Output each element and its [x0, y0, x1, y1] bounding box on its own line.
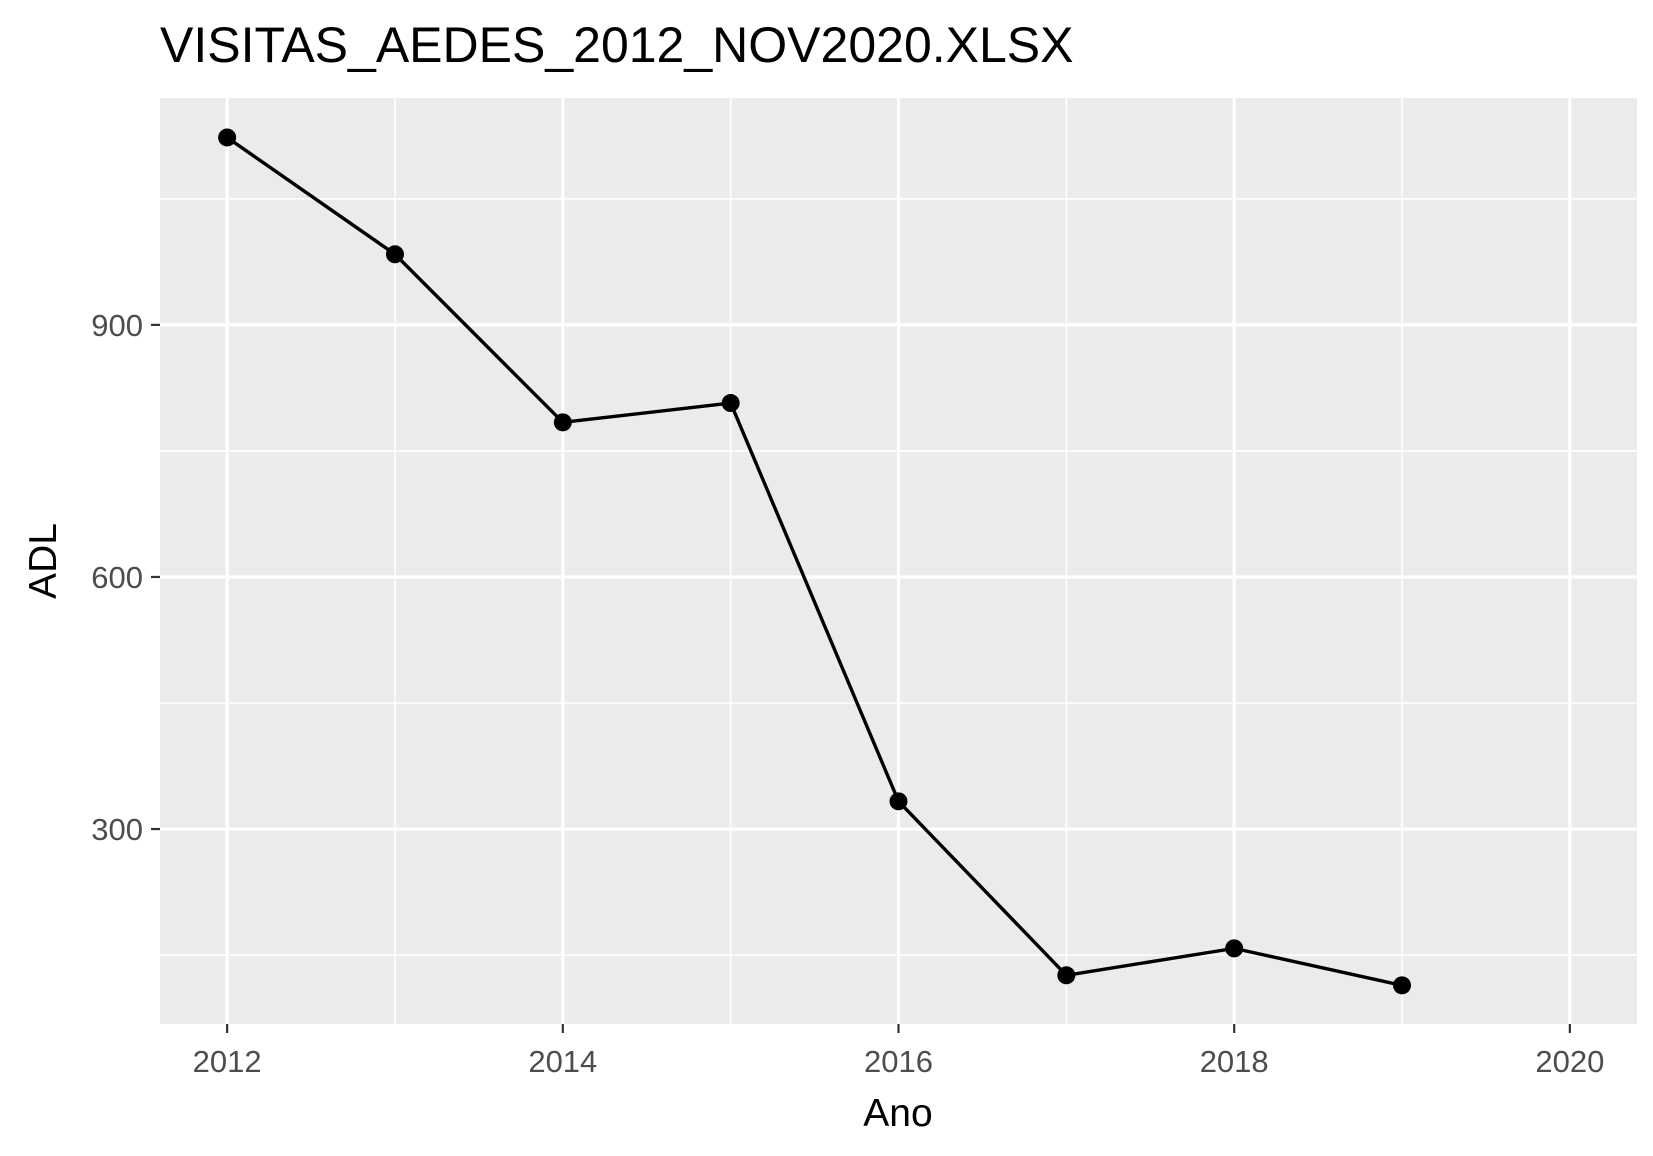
- data-point: [553, 413, 572, 432]
- x-tick-label: 2016: [864, 1044, 933, 1079]
- data-point: [721, 394, 740, 413]
- x-axis: 2012 2014 2016 2018 2020: [193, 1024, 1604, 1079]
- y-tick-label: 300: [91, 812, 143, 847]
- series-layer: [218, 128, 1412, 995]
- major-gridlines: [160, 98, 1637, 1024]
- y-tick-label: 900: [91, 308, 143, 343]
- data-point: [1393, 976, 1412, 995]
- x-axis-title: Ano: [863, 1092, 932, 1135]
- y-axis-title: ADL: [22, 523, 65, 599]
- data-point: [385, 245, 404, 264]
- x-tick-label: 2020: [1535, 1044, 1604, 1079]
- y-tick-label: 600: [91, 560, 143, 595]
- data-point: [1057, 966, 1076, 985]
- chart-title: VISITAS_AEDES_2012_NOV2020.XLSX: [160, 17, 1074, 73]
- x-tick-label: 2012: [193, 1044, 262, 1079]
- series-line: [226, 136, 1403, 988]
- x-tick-label: 2014: [528, 1044, 597, 1079]
- x-tick-label: 2018: [1200, 1044, 1269, 1079]
- data-point: [889, 792, 908, 811]
- data-point: [1225, 939, 1244, 958]
- y-axis: 300 600 900: [91, 308, 160, 847]
- data-point: [218, 128, 237, 147]
